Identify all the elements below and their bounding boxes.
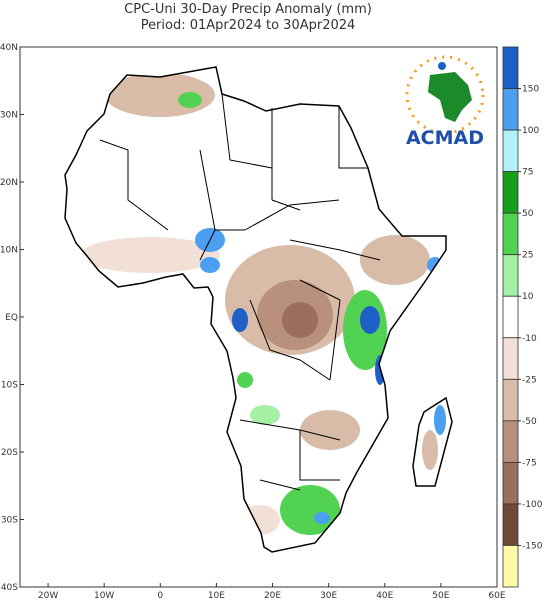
lat-label: 30S	[1, 516, 18, 526]
lon-label: 10W	[94, 591, 114, 600]
colorbar-label: 25	[522, 251, 533, 261]
colorbar-label: -50	[522, 417, 537, 427]
colorbar-label: 150	[522, 85, 539, 95]
colorbar-label: -75	[522, 458, 537, 468]
lat-label: 10N	[0, 246, 18, 256]
colorbar-segment	[502, 129, 519, 173]
axes: 40N 30N 20N 10N EQ 10S 20S 30S 40S 20W 10W 0 10E 20E 3…	[0, 43, 506, 600]
colorbar-segment	[502, 88, 519, 131]
lon-label: 40E	[376, 591, 393, 600]
subtitle: Period: 01Apr2024 to 30Apr2024	[141, 18, 356, 33]
colorbar-segment	[502, 378, 519, 422]
lon-label: 60E	[488, 591, 505, 600]
borders	[99, 93, 381, 491]
lat-label: 20S	[1, 448, 18, 458]
lat-label: 10S	[1, 381, 18, 391]
lon-label: 0	[157, 591, 163, 600]
coastline	[64, 66, 453, 553]
colorbar-segment	[502, 171, 519, 214]
colorbar-label: -10	[522, 334, 537, 344]
lon-label: 50E	[432, 591, 449, 600]
colorbar-label: -100	[522, 500, 543, 510]
colorbar-label: 50	[522, 209, 534, 219]
lon-label: 30E	[320, 591, 337, 600]
lat-label: EQ	[5, 313, 18, 323]
logo-africa	[428, 72, 472, 122]
lon-label: 20W	[38, 591, 58, 600]
colorbar-segment	[502, 46, 519, 89]
lat-label: 30N	[0, 111, 18, 121]
colorbar-segment	[502, 420, 519, 463]
lat-label: 40S	[1, 583, 18, 593]
colorbar-segment	[502, 212, 519, 256]
lat-label: 40N	[0, 43, 18, 53]
colorbar-segment	[502, 461, 519, 505]
colorbar-segment	[502, 337, 519, 380]
colorbar-segment	[502, 295, 519, 339]
lon-label: 20E	[264, 591, 281, 600]
title: CPC-Uni 30-Day Precip Anomaly (mm)	[124, 2, 372, 17]
logo-drop	[438, 62, 446, 70]
colorbar-segment	[502, 545, 519, 588]
lat-label: 20N	[0, 178, 18, 188]
logo-sun	[405, 55, 485, 135]
colorbar-label: 100	[522, 126, 539, 136]
colorbar-label: 10	[522, 292, 534, 302]
logo-text: ACMAD	[406, 127, 484, 149]
colorbar-segment	[502, 503, 519, 546]
colorbar-label: 75	[522, 168, 533, 178]
lon-label: 10E	[208, 591, 225, 600]
colorbar-segment	[502, 254, 519, 297]
logo: ACMAD	[405, 55, 485, 149]
colorbar-label: -150	[522, 541, 543, 551]
colorbar: 150 100 75 50 25 10 -10 -25 -50 -75 -100 -150	[502, 46, 543, 588]
colorbar-label: -25	[522, 375, 537, 385]
